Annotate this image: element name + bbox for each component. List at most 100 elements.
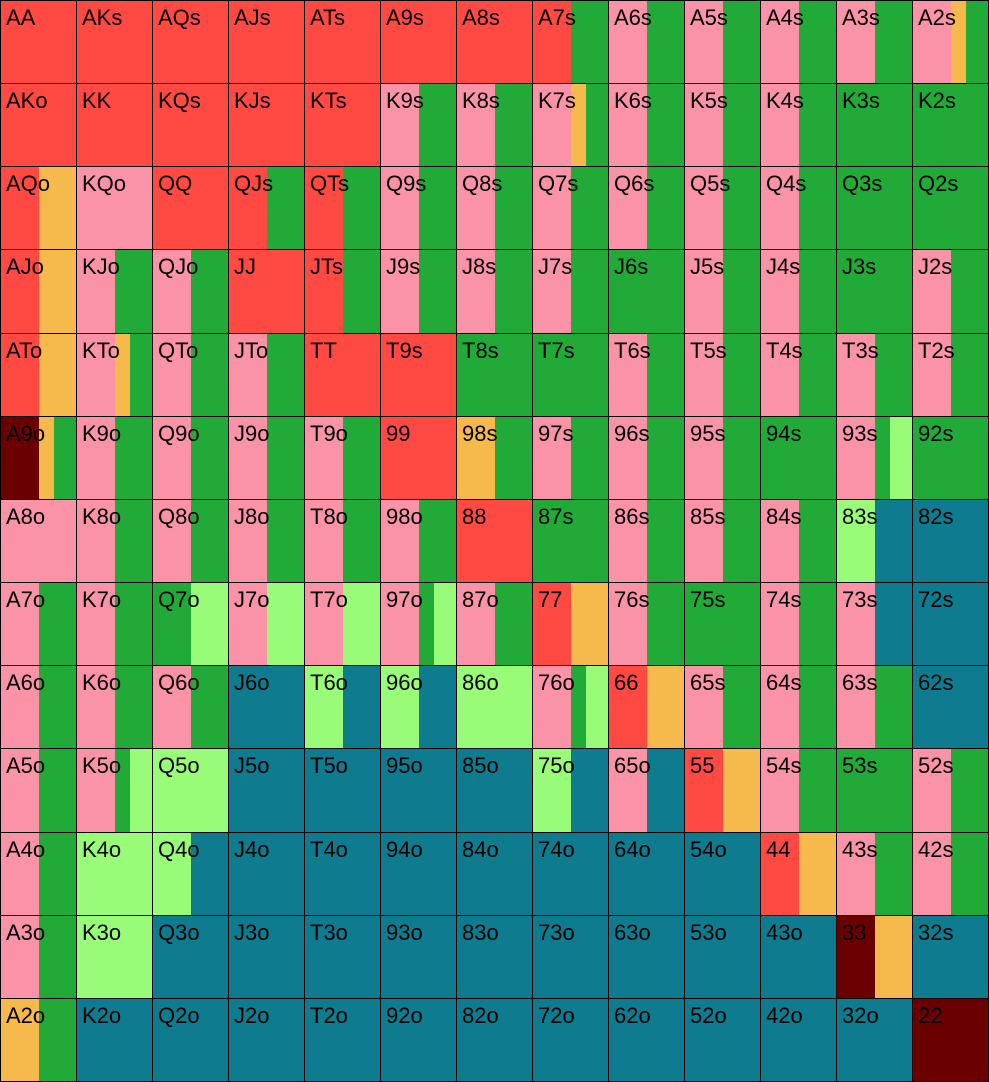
hand-cell-75s[interactable]: 75s xyxy=(685,583,761,667)
hand-cell-J5o[interactable]: J5o xyxy=(229,749,305,833)
hand-cell-Q6o[interactable]: Q6o xyxy=(153,666,229,750)
hand-cell-43o[interactable]: 43o xyxy=(761,915,837,999)
hand-cell-53s[interactable]: 53s xyxy=(837,749,913,833)
hand-cell-73o[interactable]: 73o xyxy=(533,915,609,999)
hand-cell-94o[interactable]: 94o xyxy=(381,832,457,916)
hand-cell-T6o[interactable]: T6o xyxy=(305,666,381,750)
hand-cell-42o[interactable]: 42o xyxy=(761,998,837,1082)
hand-cell-Q4o[interactable]: Q4o xyxy=(153,832,229,916)
hand-cell-64s[interactable]: 64s xyxy=(761,666,837,750)
hand-cell-KK[interactable]: KK xyxy=(77,84,153,168)
hand-cell-Q2s[interactable]: Q2s xyxy=(913,167,989,251)
hand-cell-QTo[interactable]: QTo xyxy=(153,333,229,417)
hand-cell-AJs[interactable]: AJs xyxy=(229,1,305,85)
hand-cell-82o[interactable]: 82o xyxy=(457,998,533,1082)
hand-cell-T2s[interactable]: T2s xyxy=(913,333,989,417)
hand-cell-A4o[interactable]: A4o xyxy=(1,832,77,916)
hand-cell-92o[interactable]: 92o xyxy=(381,998,457,1082)
hand-cell-KTs[interactable]: KTs xyxy=(305,84,381,168)
hand-cell-QJs[interactable]: QJs xyxy=(229,167,305,251)
hand-cell-Q7s[interactable]: Q7s xyxy=(533,167,609,251)
hand-cell-K4s[interactable]: K4s xyxy=(761,84,837,168)
hand-cell-K9o[interactable]: K9o xyxy=(77,416,153,500)
hand-cell-T2o[interactable]: T2o xyxy=(305,998,381,1082)
hand-cell-73s[interactable]: 73s xyxy=(837,583,913,667)
hand-cell-T5s[interactable]: T5s xyxy=(685,333,761,417)
hand-cell-Q3s[interactable]: Q3s xyxy=(837,167,913,251)
hand-cell-Q5s[interactable]: Q5s xyxy=(685,167,761,251)
hand-cell-97o[interactable]: 97o xyxy=(381,583,457,667)
hand-cell-Q5o[interactable]: Q5o xyxy=(153,749,229,833)
hand-cell-43s[interactable]: 43s xyxy=(837,832,913,916)
hand-cell-A6s[interactable]: A6s xyxy=(609,1,685,85)
hand-cell-32o[interactable]: 32o xyxy=(837,998,913,1082)
hand-cell-JTo[interactable]: JTo xyxy=(229,333,305,417)
hand-cell-54o[interactable]: 54o xyxy=(685,832,761,916)
hand-cell-A4s[interactable]: A4s xyxy=(761,1,837,85)
hand-cell-97s[interactable]: 97s xyxy=(533,416,609,500)
hand-cell-KJo[interactable]: KJo xyxy=(77,250,153,334)
hand-cell-T8o[interactable]: T8o xyxy=(305,499,381,584)
hand-cell-AJo[interactable]: AJo xyxy=(1,250,77,334)
hand-cell-ATs[interactable]: ATs xyxy=(305,1,381,85)
hand-cell-72s[interactable]: 72s xyxy=(913,583,989,667)
hand-cell-Q8s[interactable]: Q8s xyxy=(457,167,533,251)
hand-cell-Q9o[interactable]: Q9o xyxy=(153,416,229,500)
hand-cell-JTs[interactable]: JTs xyxy=(305,250,381,334)
hand-cell-A9o[interactable]: A9o xyxy=(1,416,77,500)
hand-cell-44[interactable]: 44 xyxy=(761,832,837,916)
hand-cell-T7o[interactable]: T7o xyxy=(305,583,381,667)
hand-cell-83o[interactable]: 83o xyxy=(457,915,533,999)
hand-cell-A2o[interactable]: A2o xyxy=(1,998,77,1082)
hand-cell-KTo[interactable]: KTo xyxy=(77,333,153,417)
hand-cell-A6o[interactable]: A6o xyxy=(1,666,77,750)
hand-cell-A7s[interactable]: A7s xyxy=(533,1,609,85)
hand-cell-85s[interactable]: 85s xyxy=(685,499,761,584)
hand-cell-Q4s[interactable]: Q4s xyxy=(761,167,837,251)
hand-cell-75o[interactable]: 75o xyxy=(533,749,609,833)
hand-cell-85o[interactable]: 85o xyxy=(457,749,533,833)
hand-cell-98s[interactable]: 98s xyxy=(457,416,533,500)
hand-cell-62s[interactable]: 62s xyxy=(913,666,989,750)
hand-cell-74s[interactable]: 74s xyxy=(761,583,837,667)
hand-cell-64o[interactable]: 64o xyxy=(609,832,685,916)
hand-cell-AKs[interactable]: AKs xyxy=(77,1,153,85)
hand-cell-J7o[interactable]: J7o xyxy=(229,583,305,667)
hand-cell-J9o[interactable]: J9o xyxy=(229,416,305,500)
hand-cell-52o[interactable]: 52o xyxy=(685,998,761,1082)
hand-cell-T8s[interactable]: T8s xyxy=(457,333,533,417)
hand-cell-T9s[interactable]: T9s xyxy=(381,333,457,417)
hand-cell-T6s[interactable]: T6s xyxy=(609,333,685,417)
hand-cell-76s[interactable]: 76s xyxy=(609,583,685,667)
hand-cell-AQo[interactable]: AQo xyxy=(1,167,77,251)
hand-cell-K8o[interactable]: K8o xyxy=(77,499,153,584)
hand-cell-A2s[interactable]: A2s xyxy=(913,1,989,85)
hand-cell-A5s[interactable]: A5s xyxy=(685,1,761,85)
hand-cell-KQo[interactable]: KQo xyxy=(77,167,153,251)
hand-cell-K6s[interactable]: K6s xyxy=(609,84,685,168)
hand-cell-72o[interactable]: 72o xyxy=(533,998,609,1082)
hand-cell-92s[interactable]: 92s xyxy=(913,416,989,500)
hand-cell-95o[interactable]: 95o xyxy=(381,749,457,833)
hand-cell-94s[interactable]: 94s xyxy=(761,416,837,500)
hand-cell-T4s[interactable]: T4s xyxy=(761,333,837,417)
hand-cell-88[interactable]: 88 xyxy=(457,499,533,584)
hand-cell-J8o[interactable]: J8o xyxy=(229,499,305,584)
hand-cell-65s[interactable]: 65s xyxy=(685,666,761,750)
hand-cell-87s[interactable]: 87s xyxy=(533,499,609,584)
hand-cell-J7s[interactable]: J7s xyxy=(533,250,609,334)
hand-cell-98o[interactable]: 98o xyxy=(381,499,457,584)
hand-cell-QQ[interactable]: QQ xyxy=(153,167,229,251)
hand-cell-Q3o[interactable]: Q3o xyxy=(153,915,229,999)
hand-cell-T3s[interactable]: T3s xyxy=(837,333,913,417)
hand-cell-ATo[interactable]: ATo xyxy=(1,333,77,417)
hand-cell-JJ[interactable]: JJ xyxy=(229,250,305,334)
hand-cell-A3o[interactable]: A3o xyxy=(1,915,77,999)
hand-cell-K9s[interactable]: K9s xyxy=(381,84,457,168)
hand-cell-99[interactable]: 99 xyxy=(381,416,457,500)
hand-cell-K5s[interactable]: K5s xyxy=(685,84,761,168)
hand-cell-66[interactable]: 66 xyxy=(609,666,685,750)
hand-cell-96s[interactable]: 96s xyxy=(609,416,685,500)
hand-cell-K2o[interactable]: K2o xyxy=(77,998,153,1082)
hand-cell-T9o[interactable]: T9o xyxy=(305,416,381,500)
